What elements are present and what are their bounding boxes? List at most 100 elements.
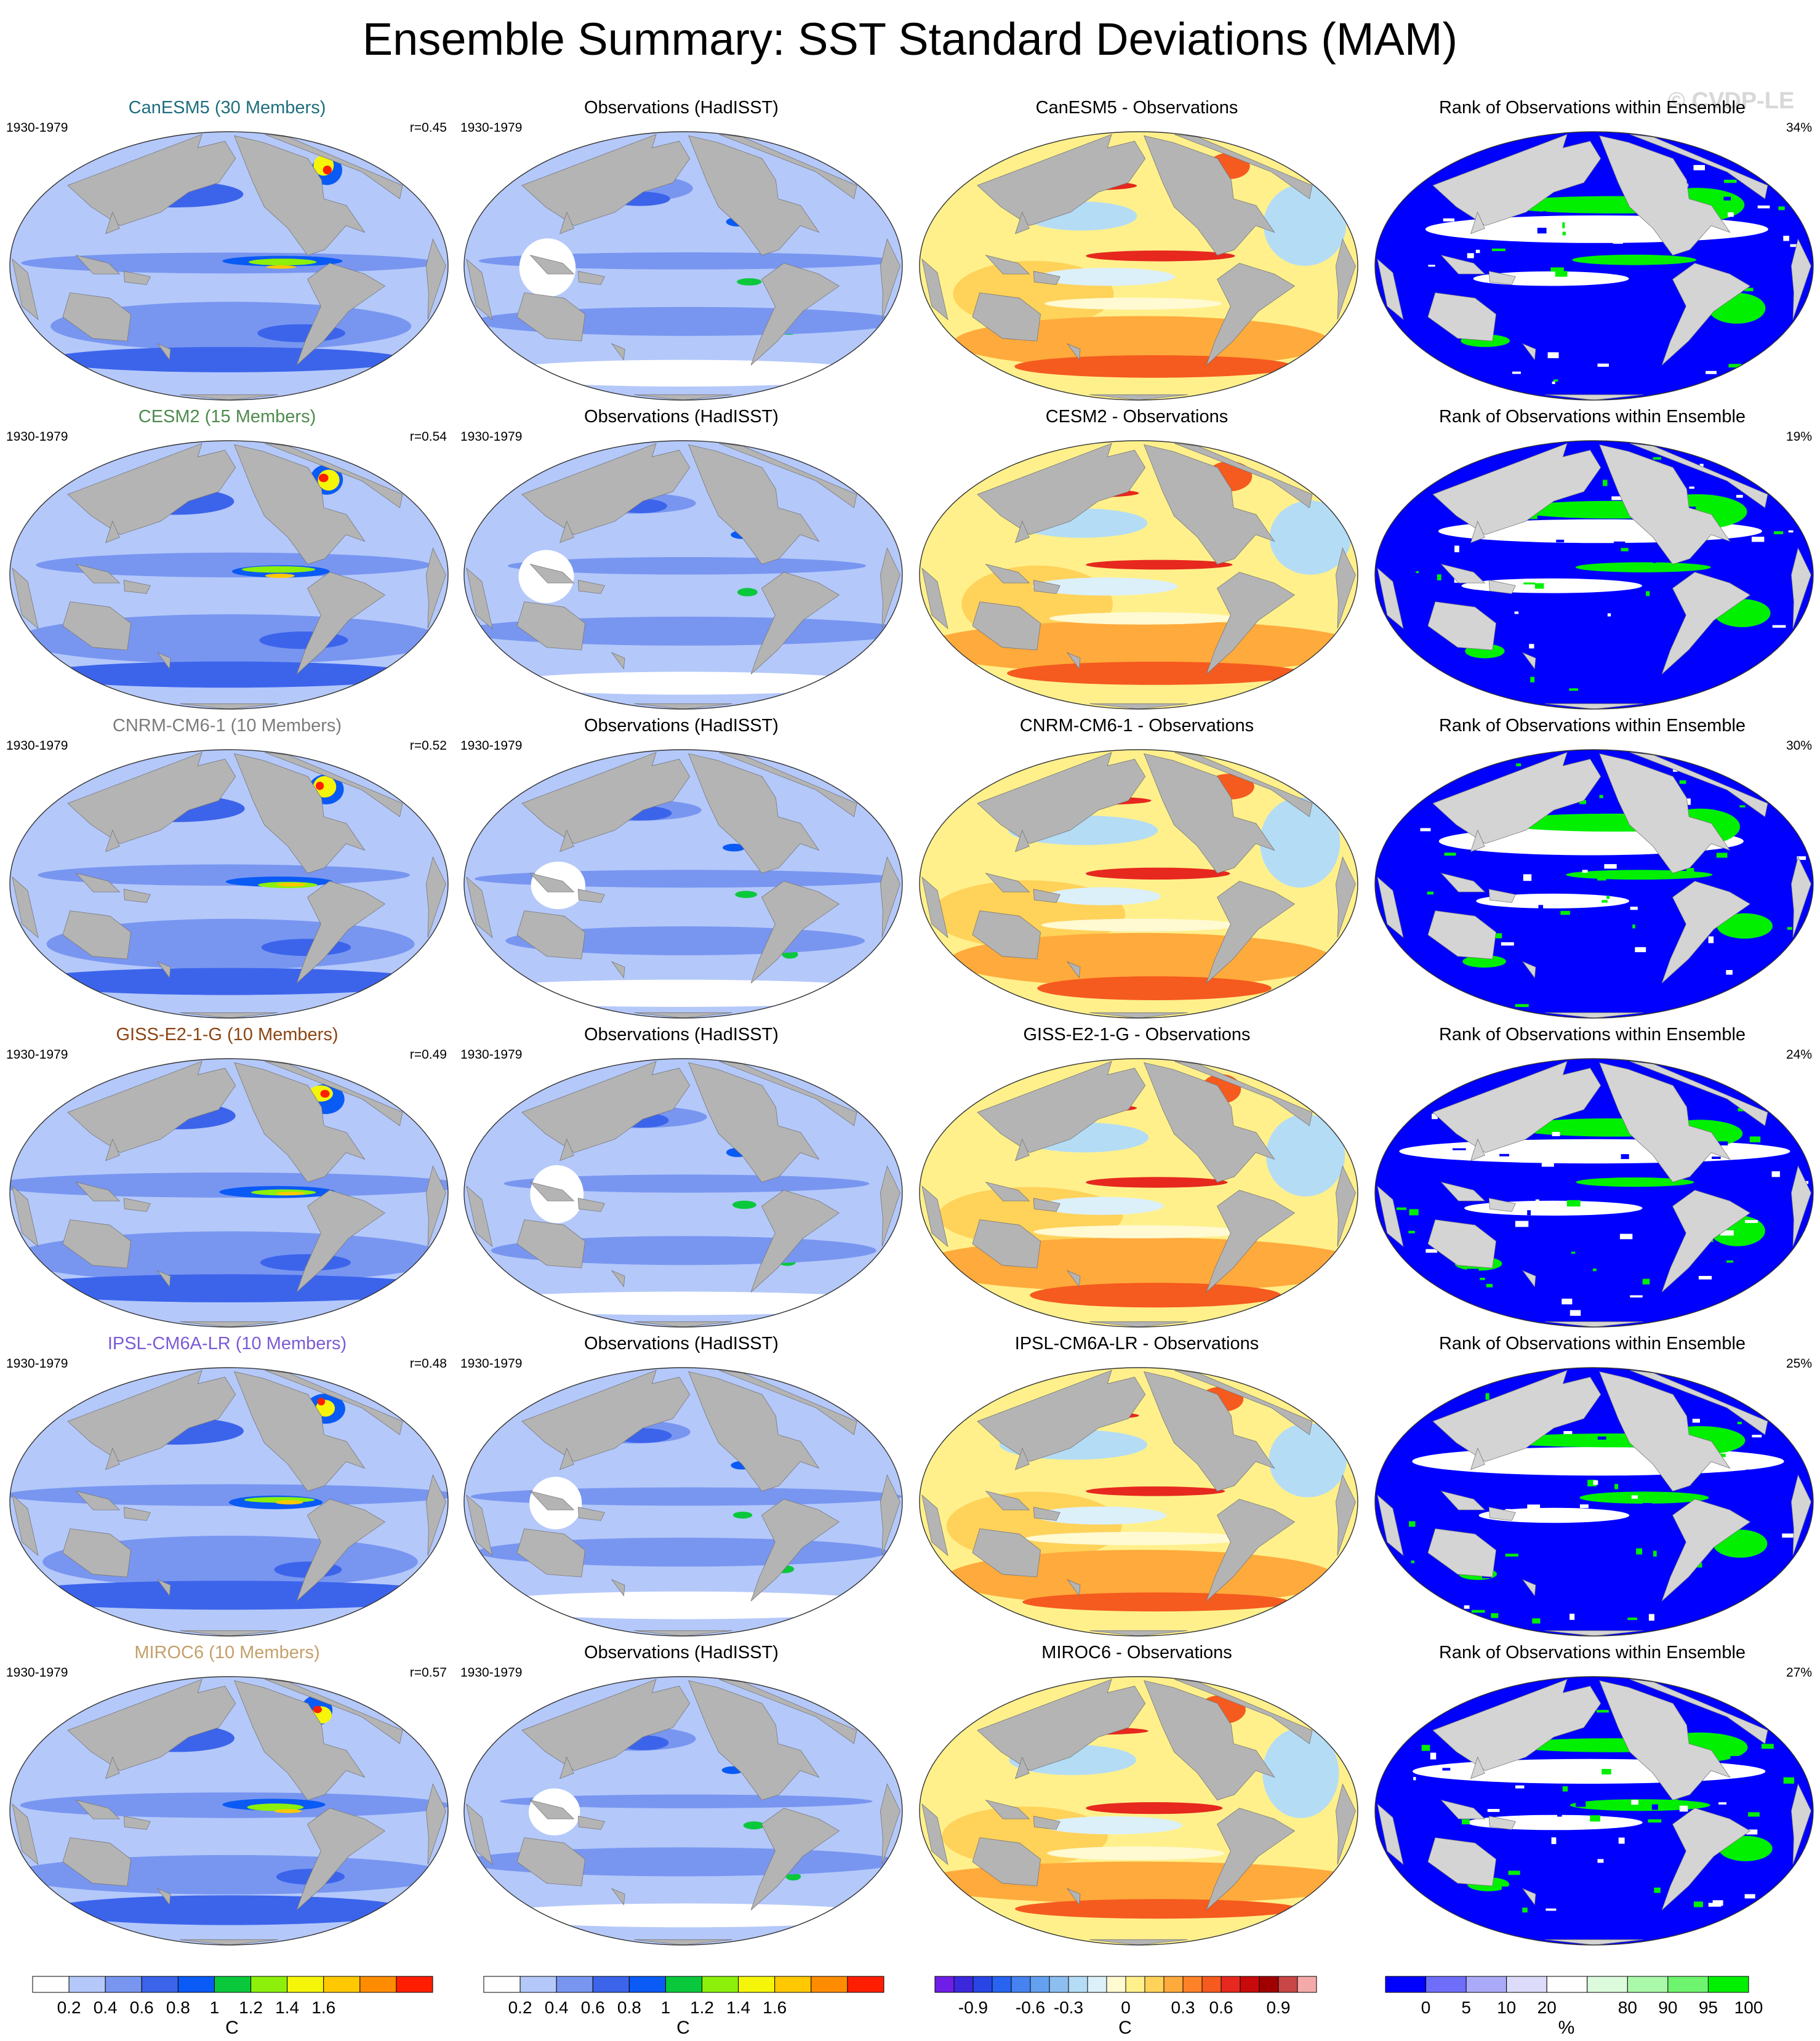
land-mass xyxy=(1335,1783,1356,1865)
rank-cell xyxy=(1521,1563,1526,1568)
colorbar-swatch xyxy=(1068,1976,1088,1993)
land-mass xyxy=(1014,829,1030,852)
model-panel: IPSL-CM6A-LR (10 Members) 1930-1979 r=0.48 xyxy=(0,1331,454,1639)
rank-cell xyxy=(1562,1786,1568,1792)
land-mass xyxy=(12,1185,39,1248)
land-mass xyxy=(466,1185,493,1248)
land-mass xyxy=(521,752,691,844)
land-mass xyxy=(1174,443,1313,508)
land-mass xyxy=(156,1270,171,1288)
land-mass xyxy=(156,961,171,979)
rank-cell xyxy=(1773,886,1778,892)
land-mass xyxy=(425,1165,446,1247)
colorbar-swatch xyxy=(323,1976,361,1993)
land-mass xyxy=(611,961,625,979)
colorbar-tick-label: 0.8 xyxy=(617,1998,641,2017)
land-mass xyxy=(634,703,732,709)
field-contour xyxy=(248,259,317,266)
rank-cell xyxy=(1515,1221,1529,1227)
land-mass xyxy=(611,652,625,670)
rank-cell xyxy=(1653,1550,1657,1557)
land-mass xyxy=(1066,961,1081,979)
land-mass xyxy=(466,259,493,321)
land-mass xyxy=(1521,652,1536,670)
colorbar: -0.9 -0.6 -0.3 0 0.3 0.6 0.9 C xyxy=(934,1976,1341,2041)
land-mass xyxy=(105,1138,120,1161)
colorbar-swatch xyxy=(1221,1976,1241,1993)
colorbar-swatch xyxy=(934,1976,955,1993)
land-mass xyxy=(718,1679,857,1744)
rank-cell xyxy=(1571,1251,1576,1254)
land-mass xyxy=(1440,563,1486,583)
rank-cell xyxy=(1561,1298,1573,1305)
field-contour xyxy=(1266,1114,1345,1197)
land-mass xyxy=(123,1816,151,1830)
land-mass xyxy=(466,567,493,630)
land-mass xyxy=(1033,1507,1060,1521)
rank-cell xyxy=(1492,248,1505,251)
rank-cell xyxy=(1464,1530,1472,1534)
rank-cell xyxy=(1530,676,1535,683)
colorbar-unit: C xyxy=(1118,2018,1132,2038)
rank-cell xyxy=(1638,1494,1651,1499)
land-mass xyxy=(1089,1630,1188,1636)
rank-cell xyxy=(1597,363,1609,367)
land-mass xyxy=(105,1756,120,1779)
rank-cell xyxy=(1528,313,1536,316)
colorbar-tick-label: 0.3 xyxy=(1171,1998,1195,2017)
rank-cell xyxy=(1557,1814,1562,1817)
colorbar-swatch xyxy=(287,1976,324,1993)
field-contour xyxy=(10,1274,448,1302)
field-contour xyxy=(735,891,758,898)
land-mass xyxy=(1440,254,1486,275)
panel-title: CESM2 - Observations xyxy=(1045,407,1229,427)
colorbar-swatch xyxy=(177,1976,215,1993)
colorbar-swatch xyxy=(1030,1976,1050,1993)
land-mass xyxy=(1206,1808,1296,1911)
rank-cell xyxy=(1409,1521,1416,1527)
obs-panel: Observations (HadISST) 1930-1979 xyxy=(454,1640,908,1948)
land-mass xyxy=(577,580,605,594)
rank-cell xyxy=(1430,1752,1437,1760)
land-mass xyxy=(1014,1447,1030,1470)
map-outline xyxy=(463,131,903,401)
rank-cell xyxy=(1507,603,1517,606)
land-mass xyxy=(985,1799,1030,1819)
land-mass xyxy=(1206,1499,1296,1602)
model-map xyxy=(9,131,449,401)
rank-cell xyxy=(1656,1478,1666,1485)
map-container xyxy=(1371,1363,1817,1640)
land-mass xyxy=(977,134,1146,227)
land-mass xyxy=(1790,547,1811,629)
field-contour xyxy=(1086,867,1230,880)
rank-cell xyxy=(1624,1448,1632,1453)
field-contour xyxy=(1576,1177,1694,1187)
land-mass xyxy=(529,1799,575,1819)
rank-panel: Rank of Observations within Ensemble 34% xyxy=(1365,95,1819,403)
land-mass xyxy=(67,1678,236,1771)
field-contour xyxy=(500,672,872,695)
land-mass xyxy=(921,1185,948,1248)
land-mass xyxy=(1790,1474,1811,1556)
land-mass xyxy=(75,872,121,892)
land-mass xyxy=(559,1447,574,1470)
colorbar-swatch xyxy=(105,1976,142,1993)
rank-cell xyxy=(1521,1565,1530,1568)
land-mass xyxy=(977,1369,1146,1462)
map-container xyxy=(6,436,452,713)
land-mass xyxy=(1377,1803,1404,1866)
rank-cell xyxy=(1631,973,1636,978)
land-mass xyxy=(180,703,278,709)
rank-cell xyxy=(1781,851,1794,857)
colorbar-tick-label: 1 xyxy=(660,1998,671,2017)
rank-cell xyxy=(1542,1509,1545,1514)
rank-cell xyxy=(1752,537,1765,542)
land-mass xyxy=(1629,1370,1768,1435)
rank-cell xyxy=(1543,211,1547,215)
diff-map xyxy=(919,1676,1358,1946)
main-title: Ensemble Summary: SST Standard Deviation… xyxy=(362,14,1458,65)
field-contour xyxy=(10,1484,448,1506)
rank-cell xyxy=(1421,1744,1430,1751)
rank-cell xyxy=(1614,1484,1619,1490)
colorbar-swatch xyxy=(1049,1976,1069,1993)
